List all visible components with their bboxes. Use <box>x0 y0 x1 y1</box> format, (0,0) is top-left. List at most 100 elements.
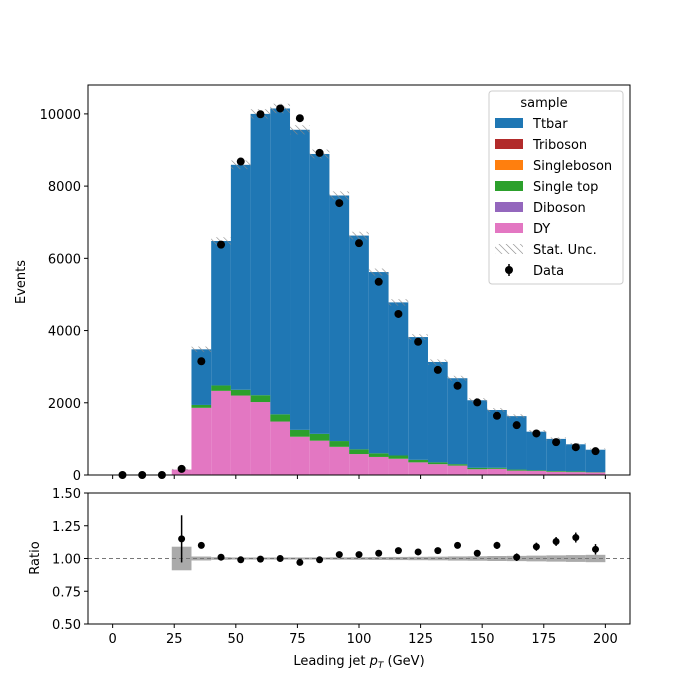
legend-swatch-stat-unc <box>495 244 523 254</box>
x-tick-label: 25 <box>166 632 183 647</box>
stat-unc-band <box>408 334 428 340</box>
ratio-unc-band <box>546 555 566 562</box>
legend-label-stat-unc: Stat. Unc. <box>533 243 597 258</box>
bar-single-top <box>211 385 231 391</box>
ratio-point <box>296 558 304 566</box>
bar-dy <box>585 472 606 475</box>
ratio-point <box>316 556 324 564</box>
x-tick-label: 75 <box>289 632 306 647</box>
ratio-point <box>592 545 600 553</box>
bar-single-top <box>506 469 527 471</box>
bar-ttbar <box>329 195 350 442</box>
data-point <box>512 421 521 430</box>
y-tick-label-main: 10000 <box>40 108 81 123</box>
legend: sample Ttbar Triboson Singleboson Single top… <box>488 90 624 285</box>
y-tick-label-main: 0 <box>73 469 81 484</box>
bar-single-top <box>270 414 291 422</box>
bar-single-top <box>526 470 547 472</box>
legend-label-dy: DY <box>533 222 550 237</box>
stat-unc-band <box>349 231 369 240</box>
ratio-point <box>493 541 501 549</box>
ratio-point <box>256 555 264 563</box>
bar-ttbar <box>270 108 291 415</box>
legend-label-ttbar: Ttbar <box>532 117 568 132</box>
bar-ttbar <box>211 241 231 386</box>
data-point <box>177 464 186 473</box>
y-axis-label-ratio: Ratio <box>28 541 43 574</box>
bar-single-top <box>230 389 251 396</box>
ratio-unc-band <box>349 557 369 560</box>
bar-dy <box>526 471 547 475</box>
bar-dy <box>546 471 566 475</box>
main-panel: 0 2000 4000 6000 8000 10000 <box>40 84 631 484</box>
legend-swatch-data <box>505 266 513 274</box>
data-point <box>335 199 344 208</box>
bar-dy <box>447 465 468 475</box>
bar-ttbar <box>349 235 369 450</box>
legend-title: sample <box>520 96 567 111</box>
bar-ttbar <box>585 449 606 473</box>
bar-single-top <box>447 464 468 466</box>
stat-unc-band <box>290 125 310 135</box>
data-point <box>571 443 580 452</box>
ratio-point <box>434 547 442 555</box>
ratio-point <box>355 551 363 559</box>
bar-dy <box>467 469 488 475</box>
legend-label-triboson: Triboson <box>532 138 587 153</box>
bar-dy <box>408 462 428 475</box>
y-tick-label-main: 8000 <box>48 180 81 195</box>
data-point <box>532 429 541 438</box>
ratio-point <box>335 551 343 559</box>
data-point <box>315 148 324 157</box>
bar-single-top <box>546 471 566 472</box>
bar-dy <box>270 421 291 475</box>
bar-dy <box>487 468 507 475</box>
bar-ttbar <box>388 302 409 456</box>
stat-unc-band <box>368 268 389 276</box>
x-tick-label: 100 <box>347 632 372 647</box>
ratio-point <box>394 547 402 555</box>
data-point <box>492 411 501 420</box>
stat-unc-band <box>191 346 212 353</box>
y-tick-label-main: 4000 <box>48 325 81 340</box>
bar-single-top <box>309 433 330 441</box>
x-tick-label: 200 <box>593 632 618 647</box>
bar-dy <box>349 454 369 475</box>
data-point <box>453 381 462 390</box>
y-tick-label-ratio: 0.50 <box>52 618 81 633</box>
ratio-point <box>572 534 580 542</box>
bar-single-top <box>487 467 507 469</box>
x-axis-label: Leading jet pT (GeV) <box>293 654 424 671</box>
data-point <box>394 309 403 318</box>
data-point <box>256 110 265 119</box>
data-point <box>433 365 442 374</box>
ratio-unc-band <box>467 556 488 561</box>
bar-dy <box>329 446 350 475</box>
legend-swatch-single-top <box>495 181 523 191</box>
bar-ttbar <box>487 410 507 468</box>
data-point <box>236 157 245 166</box>
y-axis-label-main: Events <box>14 260 29 304</box>
bar-dy <box>506 470 527 475</box>
data-point <box>374 277 383 286</box>
bar-dy <box>309 440 330 475</box>
legend-swatch-ttbar <box>495 118 523 128</box>
bar-dy <box>230 395 251 475</box>
x-tick-label: 175 <box>531 632 556 647</box>
ratio-panel: 0.50 0.75 1.00 1.25 1.50 0 25 50 75 100 125 150 175 2… <box>52 487 631 647</box>
ratio-point <box>473 549 481 557</box>
bar-ttbar <box>191 349 212 405</box>
data-point <box>276 104 285 113</box>
bar-single-top <box>329 441 350 447</box>
x-tick-label: 0 <box>108 632 116 647</box>
ratio-point <box>276 555 284 562</box>
x-tick-label: 125 <box>408 632 433 647</box>
bar-single-top <box>467 467 488 470</box>
data-point <box>473 398 482 407</box>
data-point <box>414 337 423 346</box>
data-point <box>217 240 226 249</box>
bar-ttbar <box>309 153 330 434</box>
bar-dy <box>388 458 409 475</box>
ratio-point <box>178 535 186 543</box>
